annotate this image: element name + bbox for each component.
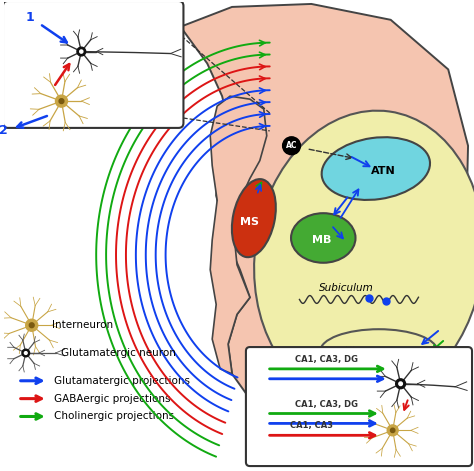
Text: CA1, CA3, DG: CA1, CA3, DG: [295, 399, 358, 408]
Circle shape: [283, 137, 301, 154]
Circle shape: [399, 382, 402, 386]
Text: MB: MB: [311, 235, 331, 245]
Circle shape: [29, 323, 34, 328]
Circle shape: [55, 95, 67, 107]
Text: Subiculum: Subiculum: [319, 283, 374, 292]
Ellipse shape: [322, 137, 430, 200]
Circle shape: [59, 99, 64, 104]
Circle shape: [26, 319, 38, 331]
Polygon shape: [181, 4, 468, 406]
Text: Interneuron: Interneuron: [52, 320, 113, 330]
Text: Glutamatergic neuron: Glutamatergic neuron: [62, 348, 176, 358]
Text: CA1, CA3, DG: CA1, CA3, DG: [295, 355, 358, 364]
Ellipse shape: [281, 256, 425, 333]
Ellipse shape: [232, 179, 276, 257]
Text: MS: MS: [240, 217, 259, 227]
Circle shape: [396, 379, 406, 389]
Text: 1: 1: [26, 11, 34, 24]
Circle shape: [24, 352, 27, 354]
Ellipse shape: [291, 213, 356, 263]
Text: Cholinergic projections: Cholinergic projections: [54, 412, 173, 422]
Text: Hippocampus: Hippocampus: [345, 346, 412, 356]
Polygon shape: [210, 96, 267, 374]
Circle shape: [387, 425, 398, 436]
Text: CA1, CA3: CA1, CA3: [290, 422, 333, 430]
Text: 2: 2: [0, 124, 7, 138]
Ellipse shape: [320, 329, 438, 373]
Text: AC: AC: [286, 141, 297, 150]
FancyBboxPatch shape: [3, 1, 183, 128]
Circle shape: [22, 349, 29, 357]
Circle shape: [391, 428, 395, 432]
Text: ATN: ATN: [372, 165, 396, 176]
Ellipse shape: [254, 111, 474, 405]
FancyBboxPatch shape: [246, 347, 472, 466]
Circle shape: [80, 50, 83, 53]
Text: Glutamatergic projections: Glutamatergic projections: [54, 376, 190, 386]
Text: GABAergic projections: GABAergic projections: [54, 394, 170, 404]
Circle shape: [77, 47, 86, 56]
